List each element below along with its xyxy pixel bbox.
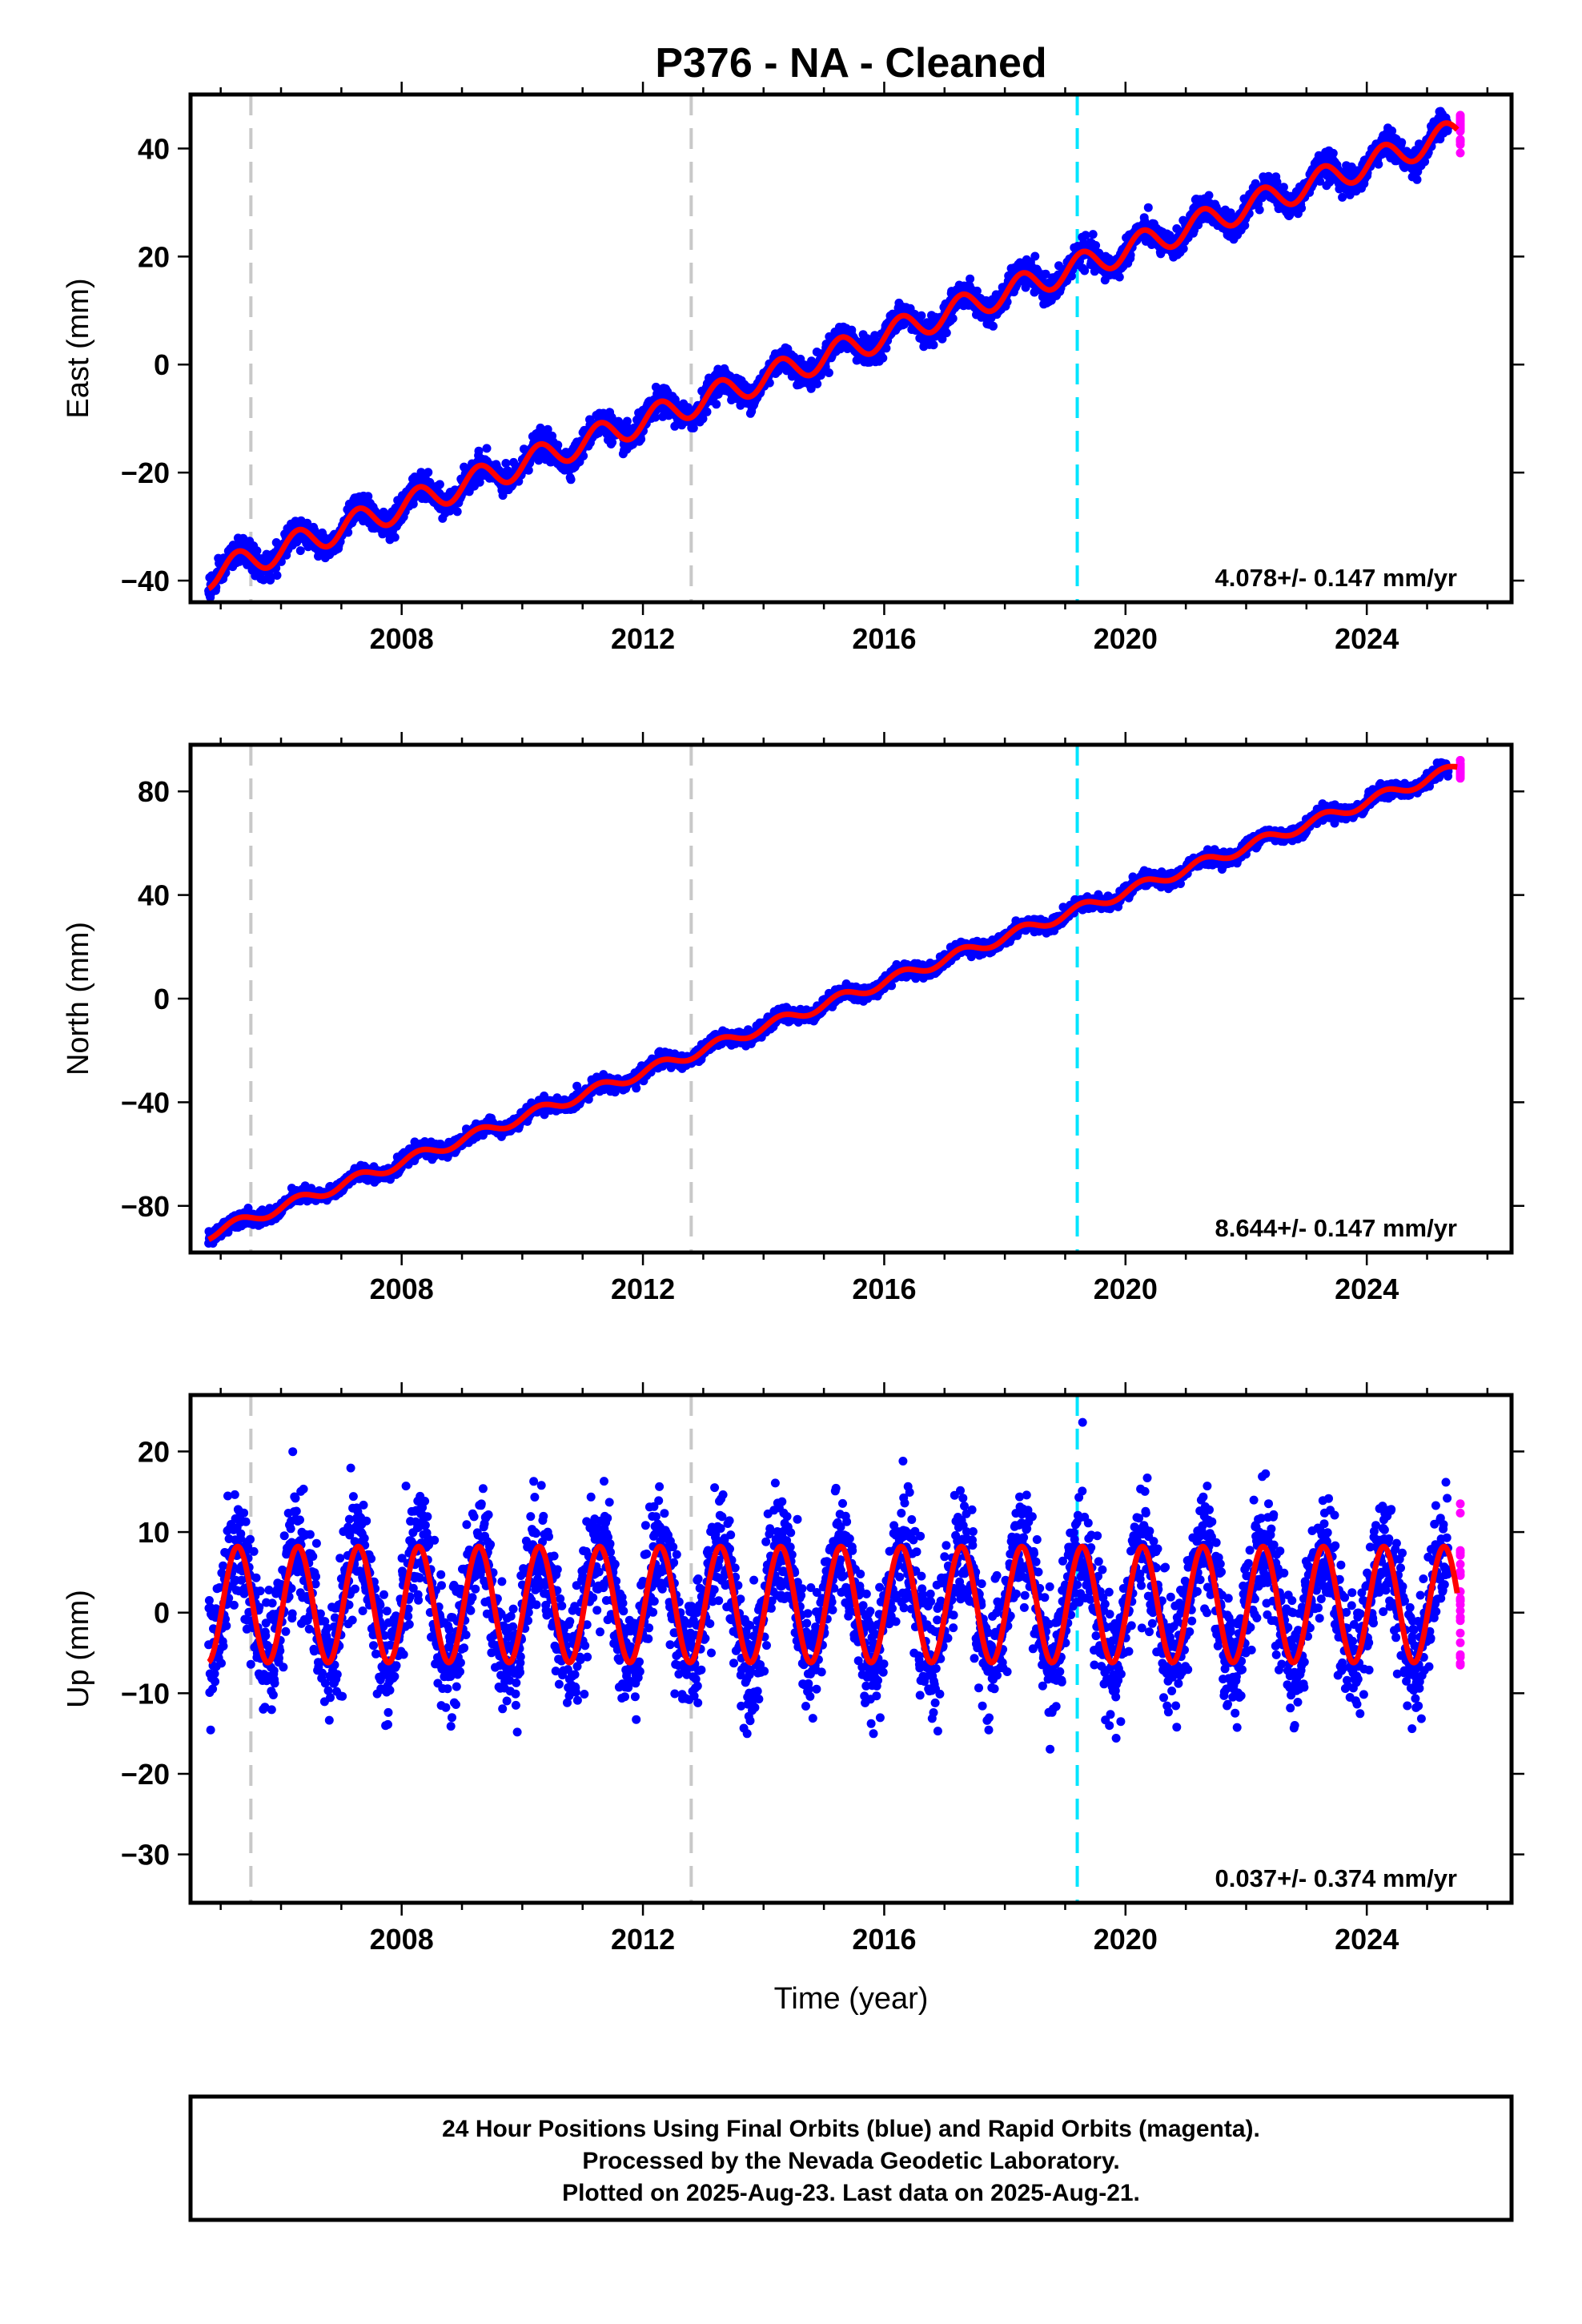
east-y-tick-0: 0 xyxy=(154,348,170,381)
east-point xyxy=(252,546,262,556)
east-point xyxy=(579,451,588,460)
east-point xyxy=(948,314,958,324)
east-y-axis-label: East (mm) xyxy=(62,278,95,418)
east-x-tick-2024: 2024 xyxy=(1335,622,1399,655)
east-x-tick-2020: 2020 xyxy=(1094,622,1158,655)
east-point xyxy=(1091,241,1101,250)
east-y-tick-40: 40 xyxy=(138,132,170,165)
east-point xyxy=(295,546,305,556)
east-point xyxy=(929,340,938,350)
east-point xyxy=(1030,251,1040,261)
figure-title: P376 - NA - Cleaned xyxy=(655,40,1046,86)
east-point xyxy=(966,274,975,283)
east-point xyxy=(1204,191,1214,200)
east-point xyxy=(1374,159,1383,169)
east-panel: 2008 2012 2016 2020 2024 −40 −20 0 20 40 East (mm)… xyxy=(62,82,1524,655)
east-point xyxy=(878,353,888,363)
east-x-tick-2008: 2008 xyxy=(370,622,434,655)
east-point xyxy=(651,412,661,422)
east-point xyxy=(363,492,373,501)
east-point xyxy=(622,416,632,426)
east-point xyxy=(475,477,484,487)
east-point xyxy=(390,533,400,542)
east-point xyxy=(566,475,576,485)
east-y-tick-20: 20 xyxy=(138,240,170,273)
east-point xyxy=(824,368,833,377)
east-rapid-point xyxy=(1456,137,1465,147)
east-point xyxy=(553,440,563,450)
east-y-tick--40: −40 xyxy=(121,565,170,597)
east-point xyxy=(702,407,712,416)
east-point xyxy=(1088,230,1098,239)
east-point xyxy=(1279,183,1288,192)
east-point xyxy=(1397,138,1407,147)
east-point xyxy=(343,528,353,537)
east-point xyxy=(1297,203,1307,213)
east-rate-label: 4.078+/- 0.147 mm/yr xyxy=(1215,564,1457,592)
east-point xyxy=(917,311,926,320)
east-point xyxy=(989,321,998,331)
east-point xyxy=(501,459,511,468)
east-point xyxy=(1255,205,1264,215)
east-x-tick-2012: 2012 xyxy=(611,622,675,655)
east-point xyxy=(435,480,444,489)
east-point xyxy=(524,465,533,475)
east-point xyxy=(1328,148,1338,158)
east-point xyxy=(712,400,721,409)
east-plot-area xyxy=(204,94,1465,602)
east-point xyxy=(1114,272,1124,282)
north-plot-area xyxy=(204,745,1465,1252)
east-point xyxy=(266,575,275,585)
east-point xyxy=(482,444,492,453)
east-x-tick-2016: 2016 xyxy=(852,622,916,655)
east-point xyxy=(942,328,951,338)
east-point xyxy=(813,379,822,388)
east-point xyxy=(452,507,462,517)
east-point xyxy=(543,424,552,434)
east-point xyxy=(534,456,544,465)
east-point xyxy=(303,518,312,528)
east-point xyxy=(424,468,433,477)
east-y-tick--20: −20 xyxy=(121,456,170,489)
east-point xyxy=(1412,175,1422,184)
east-point xyxy=(474,446,484,456)
east-point xyxy=(608,437,617,447)
east-rapid-point xyxy=(1456,148,1465,158)
east-point xyxy=(272,571,282,580)
east-rapid-orbit-points xyxy=(1456,111,1465,158)
east-point xyxy=(636,435,646,444)
east-point xyxy=(1143,203,1153,212)
